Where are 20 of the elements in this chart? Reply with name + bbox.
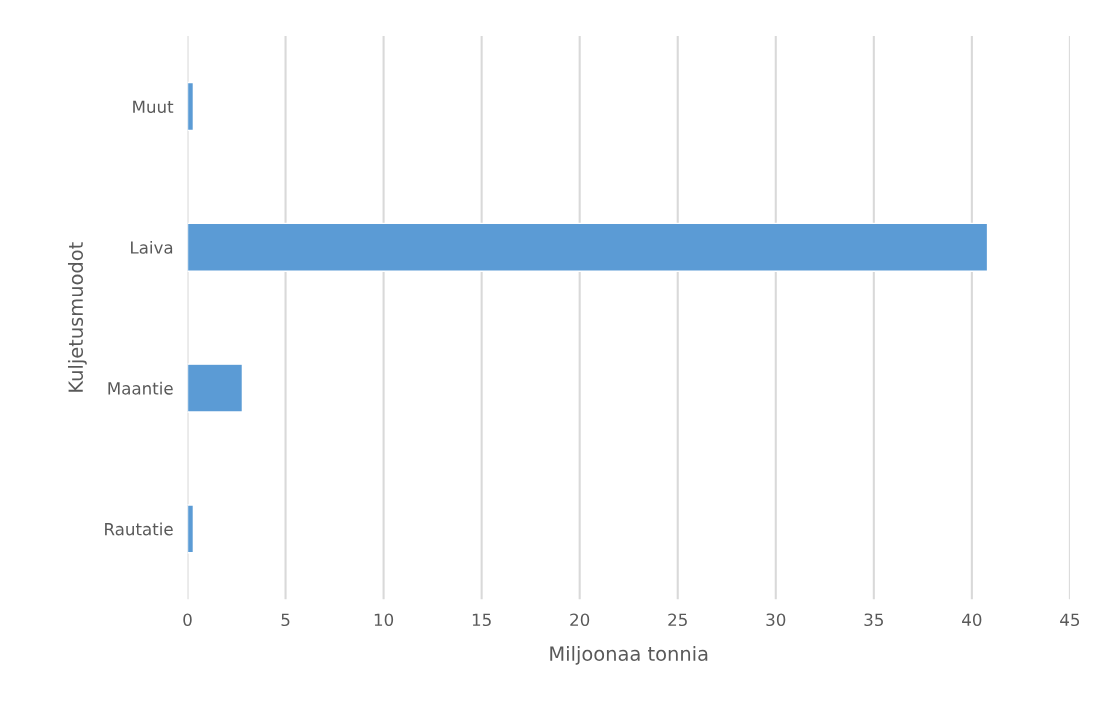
x-tick-label: 35 xyxy=(864,613,883,627)
bar xyxy=(187,81,195,132)
bar xyxy=(187,363,244,413)
x-tick-label: 5 xyxy=(281,613,290,627)
y-tick-label: Laiva xyxy=(131,240,173,254)
x-tick-label: 45 xyxy=(1060,613,1080,627)
x-axis-title: Miljoonaa tonnia xyxy=(550,645,708,665)
x-tick-label: 30 xyxy=(766,613,786,627)
x-tick-label: 20 xyxy=(570,613,590,627)
y-axis-title: Kuljetusmuodot xyxy=(67,242,87,392)
y-tick-label: Rautatie xyxy=(105,522,173,536)
bar xyxy=(187,222,989,272)
y-tick-label: Maantie xyxy=(108,381,173,395)
x-tick-label: 10 xyxy=(374,613,394,627)
y-tick-label: Muut xyxy=(133,100,174,114)
x-tick-label: 15 xyxy=(472,613,491,627)
x-tick-label: 40 xyxy=(962,613,982,627)
x-tick-label: 0 xyxy=(183,613,192,627)
x-tick-label: 25 xyxy=(668,613,687,627)
bar xyxy=(187,504,195,554)
